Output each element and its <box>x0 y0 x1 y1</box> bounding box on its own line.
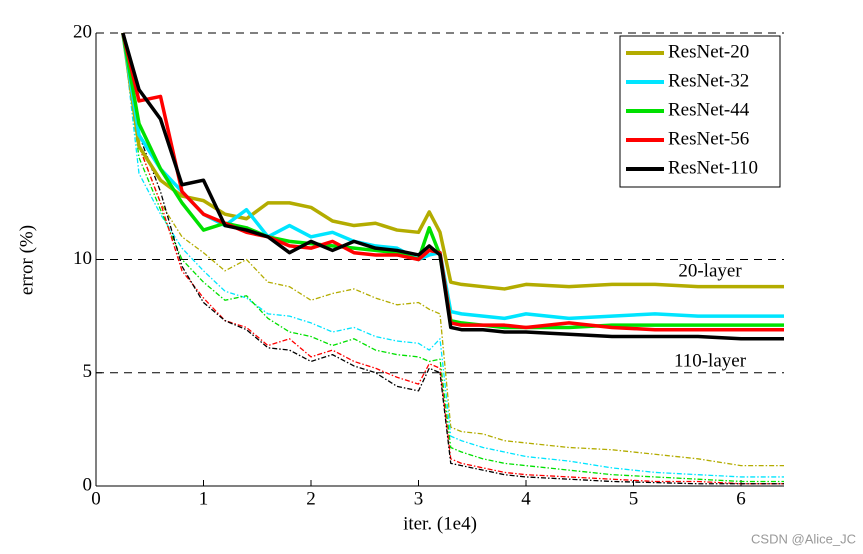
legend-label: ResNet-20 <box>668 41 749 62</box>
x-tick-label: 2 <box>306 488 316 509</box>
series-line <box>122 32 784 483</box>
legend-label: ResNet-110 <box>668 157 758 178</box>
series-line <box>122 32 784 485</box>
y-tick-label: 10 <box>73 248 92 269</box>
x-axis-label: iter. (1e4) <box>403 513 477 534</box>
series-line <box>122 32 784 485</box>
series-line <box>121 32 784 291</box>
x-tick-label: 4 <box>521 488 531 509</box>
legend-label: ResNet-56 <box>668 128 749 149</box>
y-tick-label: 0 <box>83 474 93 495</box>
annotation: 110-layer <box>674 350 747 371</box>
watermark: CSDN @Alice_JC <box>751 531 856 546</box>
series-line <box>122 32 784 478</box>
y-axis-label: error (%) <box>16 225 37 295</box>
x-tick-label: 1 <box>199 488 209 509</box>
x-tick-label: 0 <box>91 488 101 509</box>
legend-label: ResNet-32 <box>668 70 749 91</box>
y-tick-label: 20 <box>73 21 92 42</box>
x-tick-label: 3 <box>414 488 424 509</box>
x-tick-label: 5 <box>629 488 639 509</box>
legend-label: ResNet-44 <box>668 99 750 120</box>
x-tick-label: 6 <box>736 488 746 509</box>
series-line <box>122 32 784 467</box>
annotation: 20-layer <box>678 260 742 281</box>
y-tick-label: 5 <box>83 361 93 382</box>
series-line <box>121 32 784 341</box>
series-line <box>121 32 784 332</box>
